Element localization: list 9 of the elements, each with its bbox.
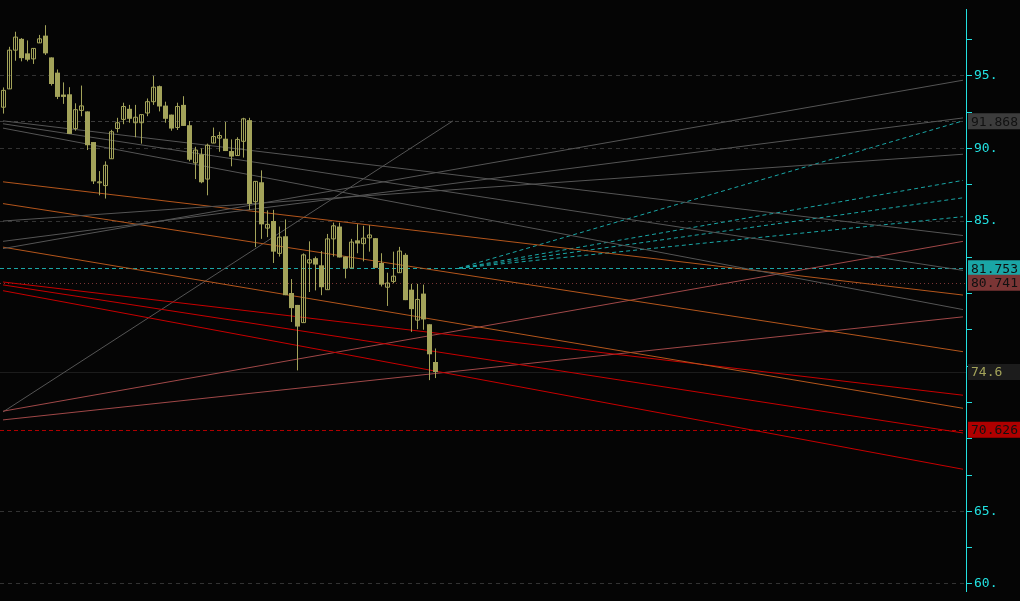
ref-line-label: 70.626 [971, 422, 1018, 438]
ref-line-label: 74.6 [971, 364, 1003, 380]
y-tick-label: 90. [974, 139, 998, 155]
y-tick-label: 95. [974, 67, 998, 83]
ref-line-label: 80.741 [971, 275, 1018, 291]
y-tick-label: 65. [974, 502, 998, 518]
y-tick-label: 60. [974, 575, 998, 591]
y-tick-label: 85. [974, 212, 998, 228]
ref-line-label: 81.753 [971, 260, 1018, 276]
